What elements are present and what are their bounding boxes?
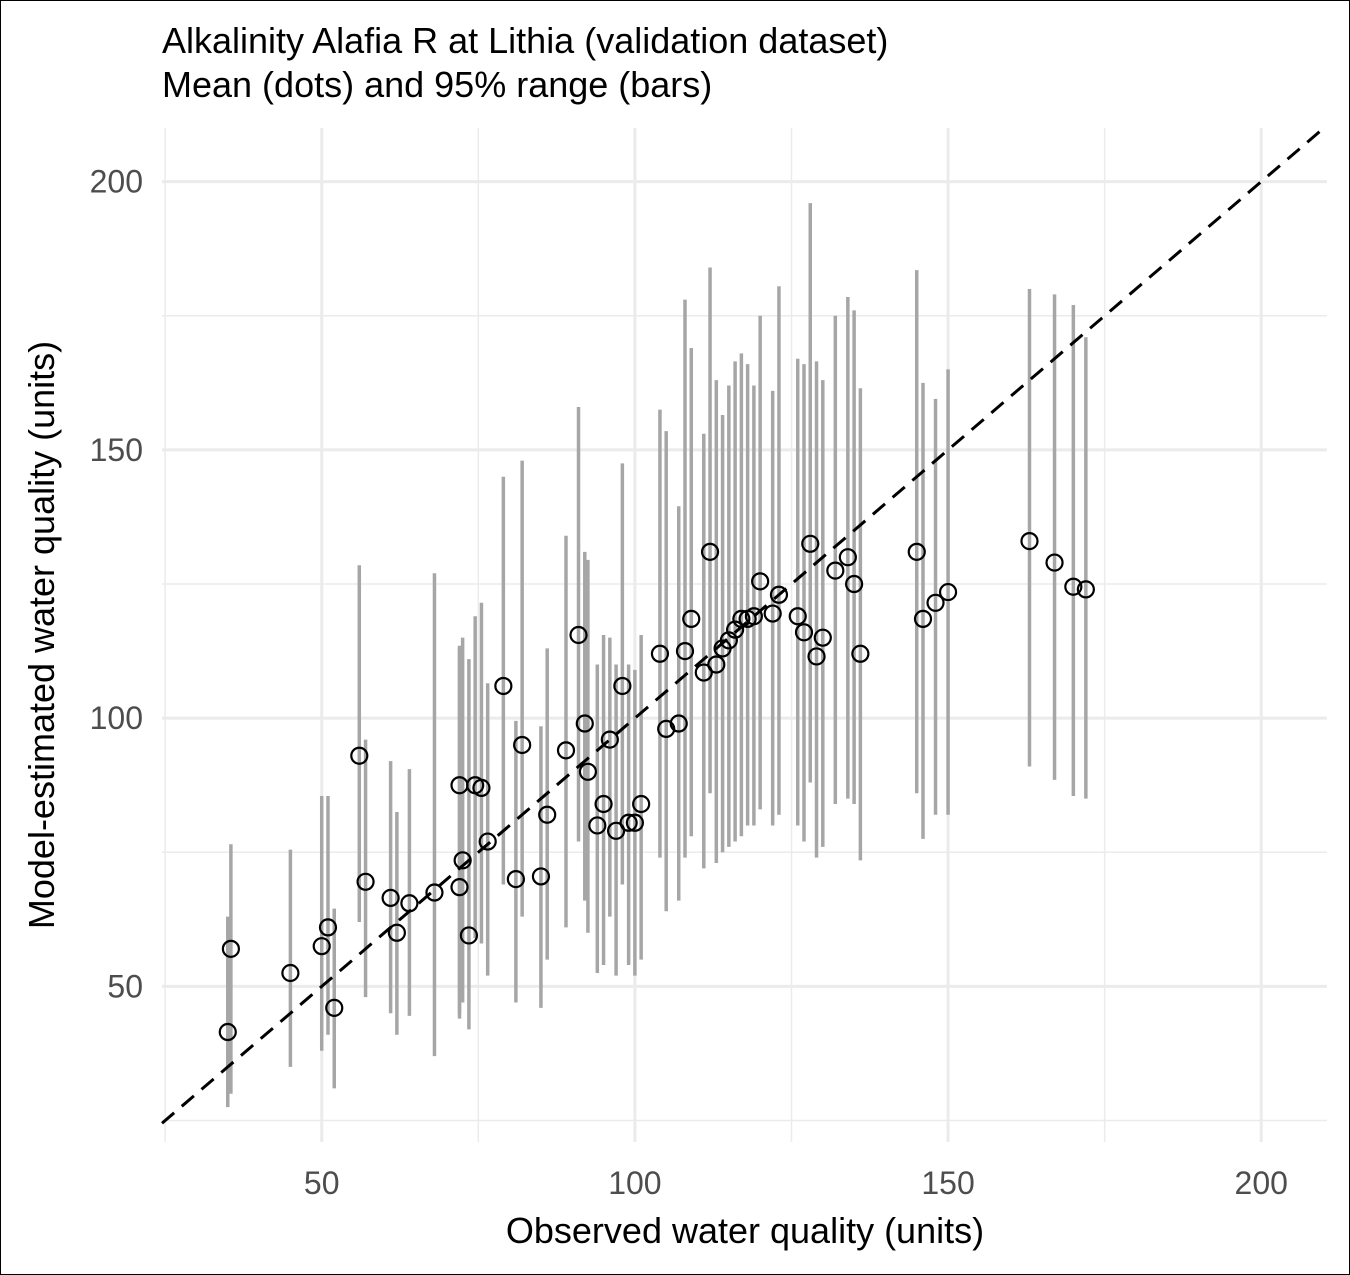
mean-point <box>1020 532 1039 551</box>
mean-point <box>1045 553 1064 572</box>
x-tick-label: 50 <box>304 1165 340 1201</box>
mean-point <box>425 883 444 902</box>
mean-point <box>356 872 375 891</box>
mean-point <box>387 923 406 942</box>
x-axis-title: Observed water quality (units) <box>506 1210 984 1251</box>
mean-point <box>851 644 870 663</box>
mean-point <box>719 631 738 650</box>
mean-point <box>218 1022 237 1042</box>
mean-point <box>400 894 419 913</box>
y-axis-title: Model-estimated water quality (units) <box>21 341 62 929</box>
mean-point <box>600 730 619 749</box>
y-tick-labels: 50 100 150 200 <box>90 164 143 1005</box>
mean-point <box>913 609 933 629</box>
mean-point <box>312 937 331 956</box>
y-tick-label: 100 <box>90 700 143 736</box>
mean-point <box>350 746 369 765</box>
y-tick-label: 200 <box>90 164 143 200</box>
gridlines <box>162 128 1327 1142</box>
mean-point <box>769 585 789 604</box>
x-tick-label: 150 <box>921 1165 974 1201</box>
mean-point <box>281 963 300 983</box>
mean-point <box>494 676 513 696</box>
mean-point <box>669 714 688 733</box>
y-tick-label: 50 <box>107 968 143 1004</box>
mean-point <box>813 628 832 647</box>
mean-point <box>744 607 763 626</box>
mean-point <box>938 582 958 602</box>
mean-point <box>578 762 598 781</box>
range-bars <box>226 203 1088 1108</box>
mean-point <box>1064 577 1083 596</box>
mean-point <box>588 816 607 835</box>
mean-point <box>794 623 814 642</box>
chart-title: Alkalinity Alafia R at Lithia (validatio… <box>162 20 888 61</box>
x-tick-label: 100 <box>608 1165 661 1201</box>
mean-point <box>801 534 820 553</box>
mean-point <box>763 604 782 623</box>
mean-points <box>218 532 1095 1042</box>
mean-point <box>606 821 626 840</box>
mean-point <box>732 609 751 629</box>
mean-point <box>632 794 651 814</box>
mean-point <box>318 918 338 937</box>
mean-point <box>807 647 826 666</box>
mean-point <box>569 625 588 645</box>
mean-point <box>472 778 491 798</box>
mean-point <box>450 878 469 897</box>
mean-point <box>459 926 479 945</box>
mean-point <box>531 867 551 886</box>
mean-point <box>381 888 400 907</box>
mean-point <box>694 663 713 682</box>
mean-point <box>478 832 497 851</box>
mean-point <box>513 735 532 755</box>
mean-point <box>594 794 613 814</box>
mean-point <box>682 609 701 629</box>
mean-point <box>650 644 670 663</box>
x-tick-label: 200 <box>1235 1165 1288 1201</box>
y-tick-label: 150 <box>90 432 143 468</box>
mean-point <box>700 542 720 561</box>
chart-subtitle: Mean (dots) and 95% range (bars) <box>162 64 712 105</box>
mean-point <box>675 641 695 661</box>
mean-point <box>838 548 857 567</box>
mean-point <box>907 542 926 561</box>
mean-point <box>1076 580 1095 599</box>
mean-point <box>707 655 726 674</box>
mean-point <box>625 813 644 832</box>
mean-point <box>619 813 638 832</box>
mean-point <box>575 714 594 733</box>
mean-point <box>556 741 576 760</box>
x-tick-labels: 50 100 150 200 <box>304 1165 1288 1201</box>
mean-point <box>506 870 525 889</box>
mean-point <box>221 939 240 958</box>
mean-point <box>826 561 845 580</box>
mean-point <box>788 607 807 626</box>
mean-point <box>325 998 344 1017</box>
mean-point <box>538 805 557 824</box>
mean-point <box>845 574 864 594</box>
mean-point <box>453 851 472 870</box>
mean-point <box>751 572 770 591</box>
mean-point <box>613 676 632 696</box>
mean-point <box>726 620 745 639</box>
mean-point <box>926 593 945 612</box>
